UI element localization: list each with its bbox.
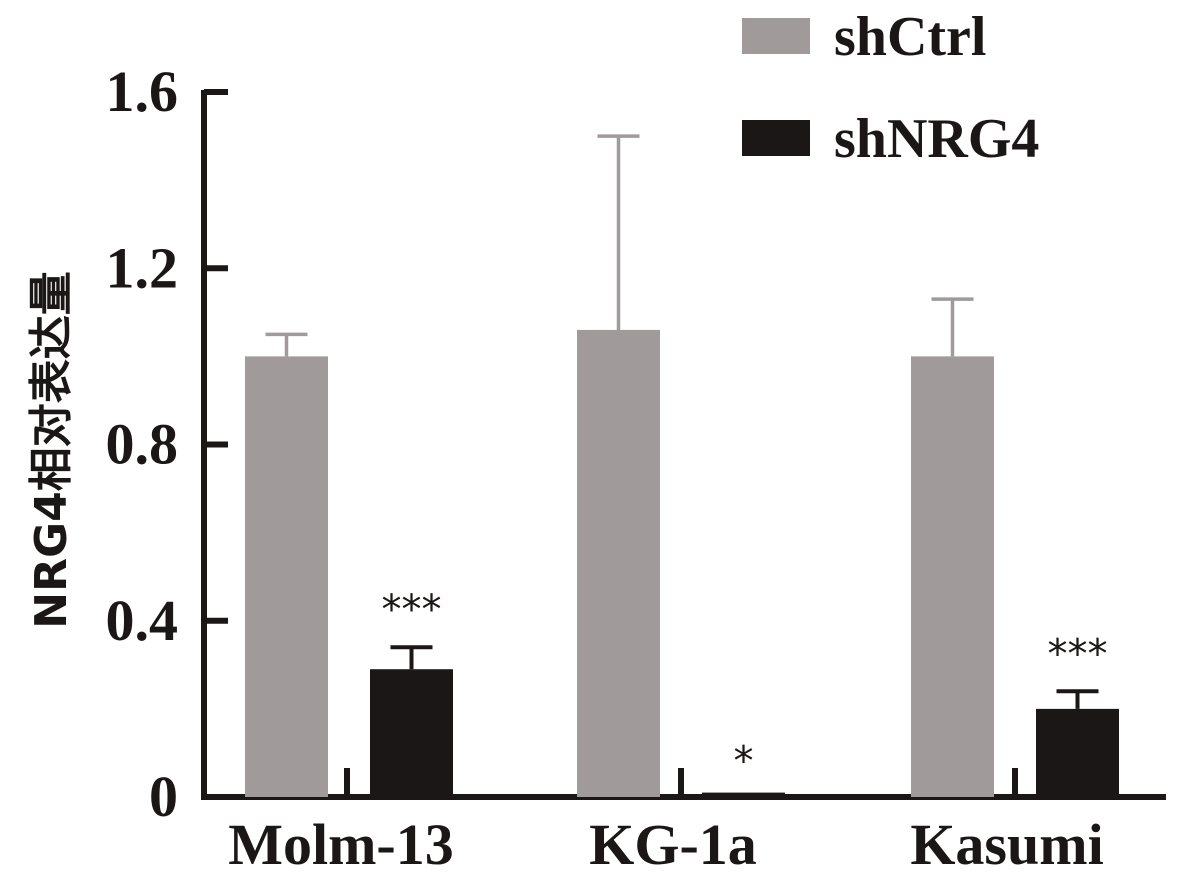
bar-shCtrl-Kasumi: [911, 356, 994, 797]
x-tick-label: Kasumi: [910, 812, 1103, 877]
bar-shNRG4-Molm-13: [370, 669, 453, 797]
y-tick-label: 0: [149, 764, 178, 829]
y-tick-label: 0.4: [106, 588, 179, 653]
legend-swatch-shNRG4: [742, 120, 810, 156]
x-tick-label: KG-1a: [589, 812, 757, 877]
y-tick-label: 1.2: [106, 235, 179, 300]
bar-shCtrl-Molm-13: [245, 356, 328, 797]
significance-annotation: *: [734, 739, 754, 785]
legend-label-shCtrl: shCtrl: [834, 6, 986, 68]
bar-shCtrl-KG-1a: [577, 329, 660, 797]
significance-annotation: ***: [1048, 631, 1108, 677]
legend: shCtrl shNRG4: [742, 6, 1039, 170]
bar-shNRG4-Kasumi: [1036, 708, 1119, 797]
axes: 0 0.4 0.8 1.2 1.6: [106, 59, 1166, 829]
y-tick-label: 1.6: [106, 59, 179, 124]
y-tick-label: 0.8: [106, 412, 179, 477]
bar-shNRG4-KG-1a: [702, 792, 785, 797]
y-axis-label: NRG4相对表达量: [26, 271, 77, 628]
bars: *** Molm-13 * KG-1a *** Kasumi: [228, 134, 1119, 877]
significance-annotation: ***: [382, 587, 442, 633]
legend-swatch-shCtrl: [742, 18, 810, 54]
x-tick-label: Molm-13: [228, 812, 454, 877]
legend-label-shNRG4: shNRG4: [834, 108, 1039, 170]
